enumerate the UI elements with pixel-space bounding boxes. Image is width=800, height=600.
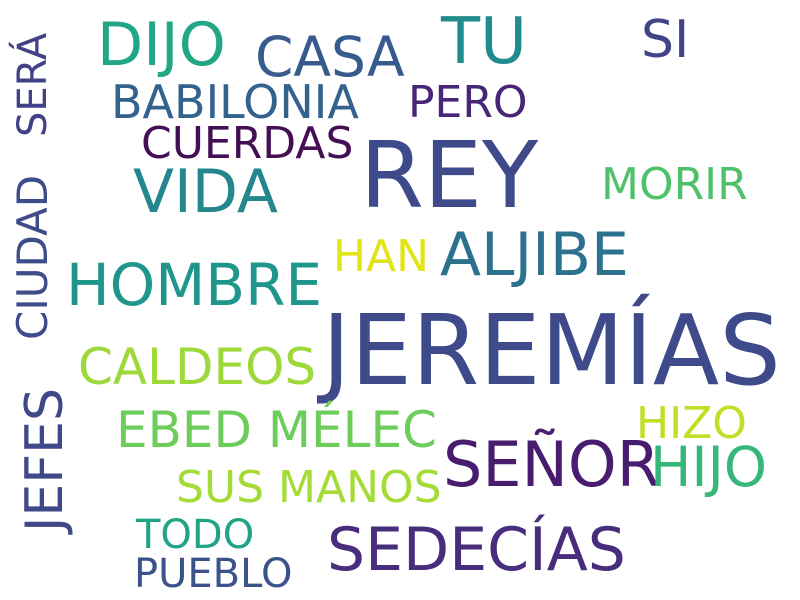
word-jefes: JEFES (15, 388, 75, 532)
word-cuerdas: CUERDAS (141, 118, 354, 169)
word-rey: REY (360, 122, 539, 229)
word-babilonia: BABILONIA (111, 75, 359, 129)
word-ciudad: CIUDAD (8, 174, 57, 340)
word-morir: MORIR (601, 159, 748, 210)
word-tu: TU (441, 5, 527, 79)
word-hijo: HIJO (650, 435, 768, 499)
word-dijo: DIJO (97, 10, 226, 80)
word-pero: PERO (408, 77, 528, 128)
word-hizo: HIZO (636, 398, 747, 449)
word-senor: SEÑOR (443, 428, 660, 501)
word-han: HAN (333, 231, 430, 282)
word-ebed-melec: EBED MÉLEC (116, 401, 437, 459)
word-casa: CASA (255, 25, 405, 89)
word-si: SI (641, 10, 690, 70)
word-sera: SERÁ (10, 32, 56, 137)
word-caldeos: CALDEOS (78, 338, 317, 396)
word-vida: VIDA (133, 157, 278, 227)
word-hombre: HOMBRE (66, 251, 323, 319)
word-sus-manos: SUS MANOS (176, 462, 442, 513)
word-aljibe: ALJIBE (440, 220, 629, 290)
word-jeremias: JEREMÍAS (322, 294, 781, 407)
word-pueblo: PUEBLO (134, 551, 293, 597)
word-todo: TODO (136, 512, 255, 558)
word-sedecias: SEDECÍAS (327, 515, 626, 585)
